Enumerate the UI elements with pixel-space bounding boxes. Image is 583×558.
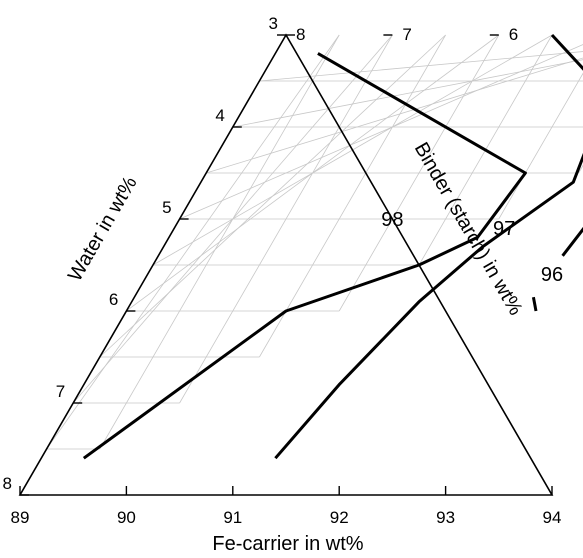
water-tick-label: 5 [162, 198, 171, 217]
contour-layer [82, 33, 583, 460]
contour-label-98: 98 [381, 209, 403, 231]
contour-label-96: 96 [541, 264, 563, 286]
fe-tick-label: 92 [330, 508, 349, 527]
water-tick-label: 7 [56, 382, 65, 401]
water-tick-label: 4 [215, 106, 224, 125]
grid-line [578, 164, 583, 174]
contour-label-97: 97 [493, 218, 515, 240]
grid-line [206, 57, 583, 174]
contour-line-98 [82, 263, 420, 460]
contour-line-97 [550, 33, 583, 71]
grid-line [99, 34, 446, 358]
grid-line [46, 34, 340, 450]
water-axis-title: Water in wt% [64, 173, 142, 286]
fe-tick-label: 91 [223, 508, 242, 527]
fe-tick-label: 93 [436, 508, 455, 527]
contour-line-96 [531, 296, 538, 312]
grid-line [72, 34, 393, 404]
binder-tick-label: 8 [296, 25, 305, 44]
contour-line-96 [561, 226, 583, 257]
fe-tick-label: 89 [11, 508, 30, 527]
water-tick-label: 8 [3, 474, 12, 493]
fe-tick-label: 94 [543, 508, 562, 527]
water-tick-label: 6 [109, 290, 118, 309]
contour-line-97 [274, 152, 583, 460]
water-tick-label: 3 [269, 14, 278, 33]
grid-layer [46, 34, 583, 450]
binder-tick-label: 7 [402, 25, 411, 44]
tick-layer: 899091929394345678345678 [3, 14, 562, 527]
grid-line [259, 34, 446, 358]
fe-tick-label: 90 [117, 508, 136, 527]
contour-line-98 [317, 52, 527, 267]
x-axis-title: Fe-carrier in wt% [212, 533, 363, 555]
label-layer: 989796959493 [381, 209, 563, 286]
binder-tick-label: 6 [509, 25, 518, 44]
